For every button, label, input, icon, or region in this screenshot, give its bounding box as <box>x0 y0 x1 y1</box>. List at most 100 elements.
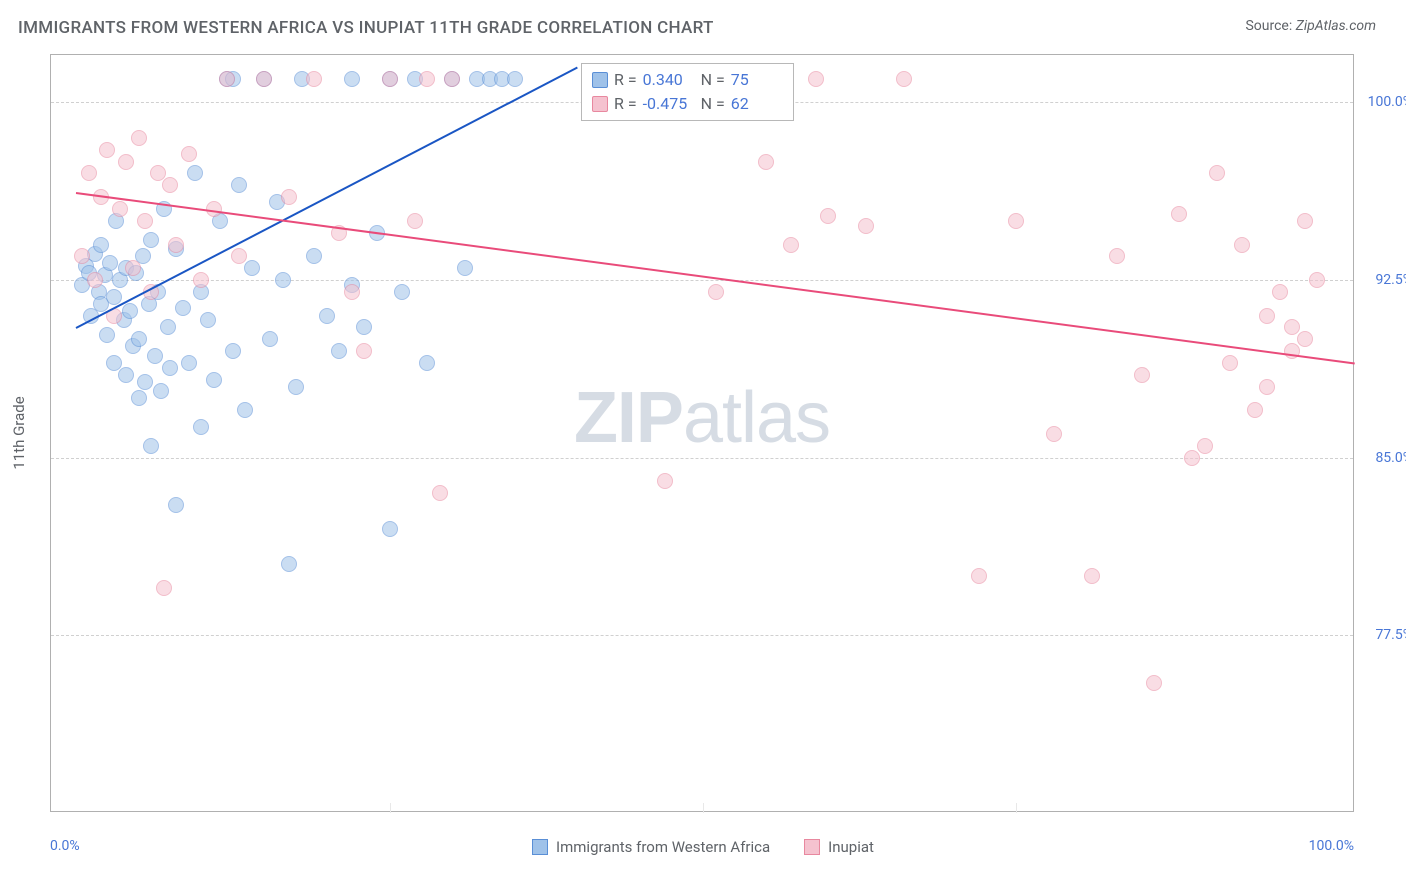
scatter-point <box>87 272 103 288</box>
scatter-point <box>407 213 423 229</box>
scatter-point <box>175 300 191 316</box>
legend-item: Immigrants from Western Africa <box>532 838 770 856</box>
scatter-point <box>262 331 278 347</box>
scatter-point <box>1134 367 1150 383</box>
scatter-point <box>382 71 398 87</box>
scatter-point <box>181 146 197 162</box>
scatter-point <box>783 237 799 253</box>
scatter-point <box>331 343 347 359</box>
scatter-point <box>187 165 203 181</box>
scatter-point <box>147 348 163 364</box>
scatter-point <box>112 201 128 217</box>
scatter-point <box>1222 355 1238 371</box>
stats-n-label: N = <box>701 68 725 92</box>
legend-swatch <box>804 839 820 855</box>
chart-area: 11th Grade ZIPatlas 77.5%85.0%92.5%100.0… <box>50 54 1354 812</box>
source-label: Source: <box>1245 18 1292 34</box>
scatter-point <box>93 237 109 253</box>
scatter-point <box>444 71 460 87</box>
scatter-point <box>507 71 523 87</box>
scatter-point <box>356 319 372 335</box>
scatter-point <box>457 260 473 276</box>
header: IMMIGRANTS FROM WESTERN AFRICA VS INUPIA… <box>0 0 1406 46</box>
watermark: ZIPatlas <box>574 377 830 459</box>
scatter-point <box>125 260 141 276</box>
scatter-point <box>219 71 235 87</box>
gridline-horizontal <box>51 458 1353 459</box>
scatter-point <box>1184 450 1200 466</box>
scatter-point <box>1259 379 1275 395</box>
gridline-horizontal <box>51 635 1353 636</box>
scatter-point <box>432 485 448 501</box>
watermark-zip: ZIP <box>574 378 683 458</box>
stats-r-label: R = <box>614 68 637 92</box>
scatter-point <box>306 71 322 87</box>
scatter-point <box>419 355 435 371</box>
stats-n-value: 75 <box>731 68 783 92</box>
y-tick-label: 100.0% <box>1358 94 1406 110</box>
stats-n-value: 62 <box>731 92 783 116</box>
scatter-point <box>808 71 824 87</box>
scatter-point <box>657 473 673 489</box>
scatter-point <box>1309 272 1325 288</box>
stats-box: R =0.340N =75R =-0.475N =62 <box>581 63 794 121</box>
source-attribution: Source: ZipAtlas.com <box>1245 18 1376 34</box>
scatter-point <box>244 260 260 276</box>
scatter-point <box>256 71 272 87</box>
gridline-horizontal <box>51 280 1353 281</box>
scatter-point <box>225 343 241 359</box>
y-tick-label: 92.5% <box>1358 272 1406 288</box>
scatter-point <box>1297 331 1313 347</box>
scatter-point <box>106 289 122 305</box>
scatter-point <box>168 497 184 513</box>
scatter-point <box>758 154 774 170</box>
scatter-point <box>820 208 836 224</box>
stats-r-label: R = <box>614 92 637 116</box>
gridline-vertical <box>390 803 391 813</box>
scatter-point <box>344 284 360 300</box>
source-value: ZipAtlas.com <box>1296 18 1376 34</box>
scatter-point <box>206 372 222 388</box>
scatter-point <box>99 327 115 343</box>
legend-label: Immigrants from Western Africa <box>556 838 770 856</box>
scatter-point <box>137 213 153 229</box>
scatter-point <box>1272 284 1288 300</box>
scatter-point <box>74 248 90 264</box>
chart-title: IMMIGRANTS FROM WESTERN AFRICA VS INUPIA… <box>18 18 714 38</box>
gridline-vertical <box>703 803 704 813</box>
scatter-point <box>231 177 247 193</box>
legend-item: Inupiat <box>804 838 874 856</box>
scatter-point <box>971 568 987 584</box>
scatter-point <box>306 248 322 264</box>
scatter-point <box>896 71 912 87</box>
stats-row: R = 0.340N =75 <box>592 68 783 92</box>
scatter-point <box>319 308 335 324</box>
scatter-point <box>193 272 209 288</box>
y-tick-label: 85.0% <box>1358 450 1406 466</box>
y-axis-title: 11th Grade <box>10 396 28 469</box>
legend: Immigrants from Western Africa Inupiat <box>0 838 1406 856</box>
scatter-point <box>162 177 178 193</box>
scatter-point <box>153 383 169 399</box>
plot-region: ZIPatlas 77.5%85.0%92.5%100.0%R =0.340N … <box>51 55 1353 811</box>
scatter-point <box>275 272 291 288</box>
y-tick-label: 77.5% <box>1358 627 1406 643</box>
gridline-vertical <box>1016 803 1017 813</box>
scatter-point <box>394 284 410 300</box>
scatter-point <box>160 319 176 335</box>
scatter-point <box>1197 438 1213 454</box>
scatter-point <box>143 438 159 454</box>
scatter-point <box>99 142 115 158</box>
scatter-point <box>356 343 372 359</box>
stats-swatch <box>592 96 608 112</box>
scatter-point <box>1109 248 1125 264</box>
scatter-point <box>708 284 724 300</box>
scatter-point <box>200 312 216 328</box>
scatter-point <box>1008 213 1024 229</box>
scatter-point <box>1297 213 1313 229</box>
scatter-point <box>1247 402 1263 418</box>
scatter-point <box>81 165 97 181</box>
scatter-point <box>1146 675 1162 691</box>
stats-r-value: 0.340 <box>643 68 695 92</box>
scatter-point <box>419 71 435 87</box>
